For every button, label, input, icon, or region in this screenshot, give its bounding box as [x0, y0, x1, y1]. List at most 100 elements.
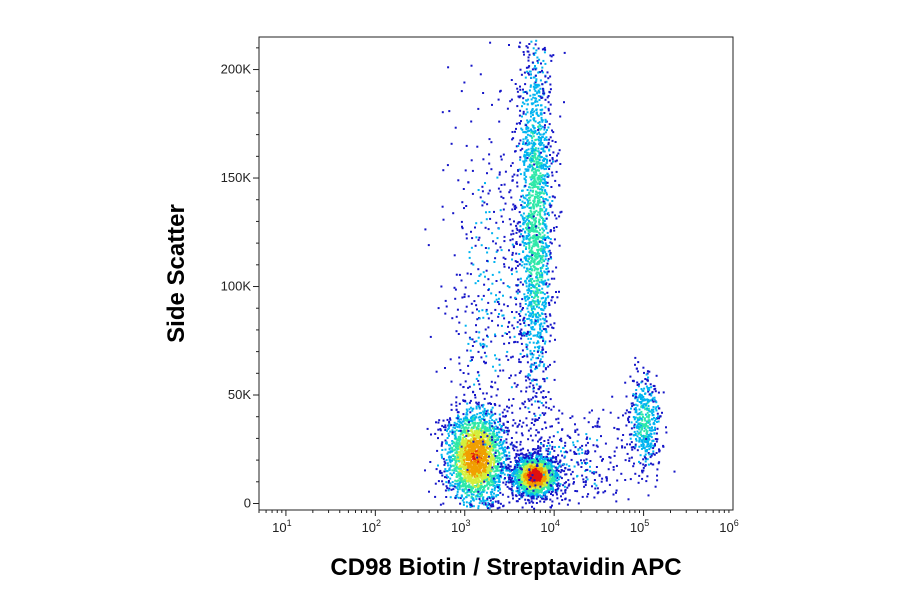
event-dot [462, 461, 465, 464]
event-dot [553, 472, 556, 475]
event-dot [548, 467, 551, 470]
event-dot [546, 491, 549, 494]
event-dot [491, 427, 494, 430]
event-dot [535, 78, 538, 81]
event-dot [470, 491, 473, 493]
event-dot [480, 480, 483, 483]
event-dot [447, 481, 450, 484]
event-dot [529, 382, 532, 385]
event-dot [532, 469, 535, 472]
event-dot [472, 487, 474, 490]
event-dot [470, 477, 473, 480]
event-dot [445, 459, 448, 462]
event-dot [474, 394, 476, 396]
event-dot [457, 471, 460, 474]
event-dot [469, 443, 471, 446]
event-dot [487, 504, 490, 506]
event-dot [489, 416, 492, 419]
event-dot [459, 469, 462, 472]
event-dot [508, 465, 511, 468]
event-dot [496, 507, 499, 510]
event-dot [488, 447, 491, 450]
event-dot [534, 346, 536, 349]
event-dot [540, 465, 543, 468]
event-dot [563, 482, 566, 485]
event-dot [536, 471, 539, 474]
event-dot [447, 464, 449, 467]
event-dot [522, 221, 525, 224]
event-dot [530, 475, 533, 478]
event-dot [525, 472, 528, 475]
event-dot [533, 285, 536, 288]
event-dot [543, 270, 546, 273]
event-dot [448, 434, 450, 437]
event-dot [485, 491, 488, 494]
event-dot [565, 481, 567, 484]
event-dot [459, 484, 462, 487]
event-dot [544, 165, 547, 168]
event-dot [493, 470, 496, 473]
event-dot [541, 487, 544, 490]
event-dot [484, 453, 487, 456]
event-dot [467, 473, 469, 476]
event-dot [527, 232, 530, 235]
event-dot [474, 488, 477, 491]
event-dot [464, 441, 467, 444]
event-dot [478, 412, 481, 415]
event-dot [446, 452, 449, 455]
event-dot [539, 456, 542, 459]
event-dot [480, 485, 483, 487]
event-dot [528, 480, 531, 483]
event-dot [489, 499, 492, 502]
event-dot [480, 500, 483, 503]
event-dot [539, 331, 542, 334]
event-dot [475, 458, 478, 461]
event-dot [529, 495, 531, 498]
event-dot [496, 483, 499, 486]
event-dot [468, 454, 471, 457]
event-dot [437, 464, 439, 467]
event-dot [550, 477, 553, 480]
event-dot [491, 447, 494, 449]
event-dot [461, 465, 464, 468]
event-dot [536, 157, 539, 160]
event-dot [507, 495, 510, 498]
event-dot [534, 167, 537, 170]
event-dot [459, 474, 461, 477]
event-dot [494, 404, 497, 407]
event-dot [486, 478, 489, 480]
event-dot [476, 477, 479, 480]
event-dot [540, 236, 543, 239]
event-dot [519, 456, 521, 459]
event-dot [492, 413, 495, 416]
event-dot [498, 461, 501, 464]
event-dot [498, 447, 501, 450]
event-dot [560, 489, 563, 492]
event-dot [479, 434, 481, 437]
event-dot [537, 483, 540, 486]
event-dot [435, 421, 437, 424]
event-dot [525, 194, 528, 197]
event-dot [499, 440, 502, 443]
event-dot [527, 275, 530, 278]
event-dot [483, 485, 486, 488]
event-dot [500, 436, 503, 438]
event-dot [505, 430, 508, 433]
event-dot [515, 385, 518, 388]
event-dot [525, 470, 528, 473]
event-dot [490, 395, 493, 398]
event-dot [527, 373, 530, 376]
event-dot [548, 253, 551, 256]
event-dot [505, 481, 508, 484]
event-dot [545, 138, 548, 141]
event-dot [523, 71, 526, 74]
event-dot [511, 411, 514, 414]
event-dot [509, 479, 512, 482]
event-dot [470, 430, 473, 433]
event-dot [466, 491, 469, 494]
event-dot [534, 104, 537, 107]
event-dot [487, 480, 490, 483]
event-dot [532, 291, 535, 294]
event-dot [446, 470, 449, 473]
event-dot [480, 476, 483, 479]
